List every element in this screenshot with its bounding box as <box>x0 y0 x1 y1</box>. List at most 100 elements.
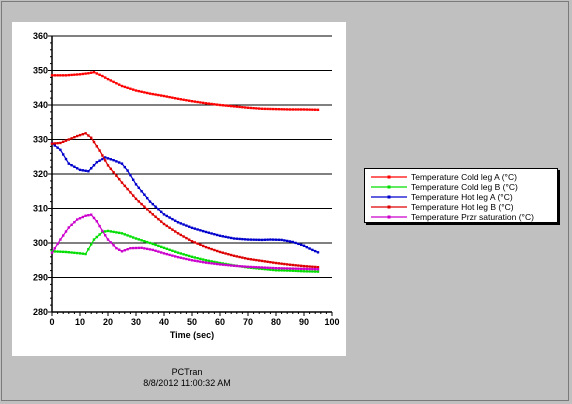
data-point <box>274 238 278 241</box>
data-point <box>258 266 261 269</box>
data-point <box>266 266 269 269</box>
data-point <box>129 235 132 238</box>
data-point <box>221 104 224 107</box>
data-point <box>104 159 107 162</box>
data-point <box>92 140 96 144</box>
data-point <box>286 267 289 270</box>
data-point <box>218 103 222 107</box>
data-point <box>171 228 174 231</box>
legend-swatch <box>371 175 407 179</box>
data-point <box>202 258 205 261</box>
data-point <box>129 246 132 250</box>
data-point <box>134 89 138 92</box>
data-point <box>59 74 62 77</box>
data-point <box>174 230 177 233</box>
data-point <box>179 256 182 259</box>
data-point <box>188 238 191 241</box>
data-point <box>171 254 174 257</box>
data-point <box>81 169 84 172</box>
data-point <box>123 85 126 89</box>
data-point <box>182 98 185 101</box>
data-point <box>104 156 107 159</box>
data-point <box>154 215 157 218</box>
data-point <box>162 213 166 216</box>
data-point <box>258 267 261 270</box>
data-point <box>216 262 219 266</box>
data-point <box>140 246 143 250</box>
data-point <box>157 93 160 97</box>
data-point <box>185 253 188 257</box>
legend-label: Temperature Hot leg A (°C) <box>411 192 513 202</box>
data-point <box>193 100 196 103</box>
data-point <box>165 252 168 256</box>
data-point <box>272 238 275 241</box>
data-point <box>196 256 199 260</box>
data-point <box>283 262 286 266</box>
data-point <box>188 258 191 261</box>
data-point <box>78 252 82 255</box>
data-point <box>112 230 115 234</box>
data-point <box>294 241 297 245</box>
data-point <box>176 255 180 259</box>
legend-swatch <box>371 195 407 199</box>
data-point <box>157 208 160 211</box>
data-point <box>288 263 292 266</box>
data-point <box>277 269 280 272</box>
data-point <box>232 254 236 257</box>
series-line <box>52 71 319 111</box>
data-point <box>185 236 188 240</box>
data-point <box>216 233 219 237</box>
data-point <box>62 74 65 77</box>
data-point <box>305 265 308 268</box>
data-point <box>64 74 68 77</box>
data-point <box>190 240 194 243</box>
data-point <box>238 105 241 109</box>
x-tick-label: 50 <box>187 317 197 327</box>
data-point <box>260 267 264 271</box>
data-point <box>120 84 124 88</box>
data-point <box>260 107 264 110</box>
data-point <box>316 251 320 254</box>
data-point <box>129 87 132 90</box>
data-point <box>179 222 182 225</box>
data-point <box>308 267 311 271</box>
data-point <box>176 251 180 254</box>
data-point <box>238 237 241 241</box>
data-point <box>151 242 154 246</box>
data-point <box>302 267 306 271</box>
data-point <box>255 107 258 110</box>
data-point <box>204 102 208 105</box>
data-point <box>272 268 275 272</box>
data-point <box>207 246 210 250</box>
data-point <box>123 184 126 188</box>
data-point <box>115 174 118 177</box>
data-point <box>160 94 163 97</box>
legend-label: Temperature Cold leg A (°C) <box>411 172 517 182</box>
data-point <box>90 243 93 246</box>
legend-item: Temperature Cold leg B (°C) <box>365 182 559 192</box>
data-point <box>101 74 104 78</box>
data-point <box>227 104 230 108</box>
data-point <box>283 269 286 272</box>
data-point <box>283 267 286 270</box>
data-point <box>260 266 264 269</box>
data-point <box>118 83 121 86</box>
data-point <box>246 106 250 109</box>
data-point <box>87 134 90 137</box>
data-point <box>84 132 87 135</box>
data-point <box>98 149 101 152</box>
x-tick-label: 30 <box>131 317 141 327</box>
data-point <box>106 229 110 233</box>
data-point <box>120 162 124 165</box>
data-point <box>109 230 112 233</box>
data-point <box>67 73 70 77</box>
data-point <box>151 202 154 206</box>
data-point <box>157 244 160 248</box>
data-point <box>76 167 79 170</box>
y-tick-label: 320 <box>33 169 48 179</box>
data-point <box>218 261 222 265</box>
data-point <box>246 257 250 261</box>
data-point <box>168 248 171 251</box>
data-point <box>154 243 157 247</box>
